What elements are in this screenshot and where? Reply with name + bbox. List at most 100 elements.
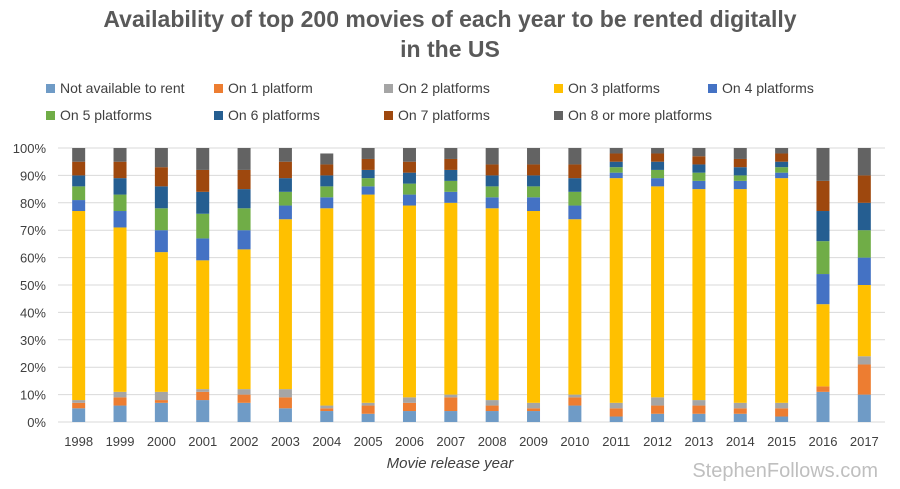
y-tick-label: 0% (27, 415, 46, 430)
legend-label: On 1 platform (228, 80, 313, 96)
x-tick-label: 2010 (560, 434, 589, 449)
legend-swatch (214, 110, 223, 120)
bar-segment (651, 413, 665, 422)
x-tick-label: 2006 (395, 434, 424, 449)
bar-segment (278, 408, 292, 422)
bar-segment (816, 241, 830, 275)
bar-segment (320, 405, 334, 409)
bar-segment (775, 167, 789, 173)
bar-segment (527, 411, 541, 422)
watermark: StephenFollows.com (692, 460, 878, 482)
bar-segment (568, 178, 582, 192)
bar-segment (485, 186, 499, 198)
bar-segment (196, 389, 210, 392)
legend-label: Not available to rent (60, 80, 185, 96)
bar-segment (402, 172, 416, 184)
bar-segment (278, 397, 292, 409)
bar-segment (72, 148, 86, 162)
x-tick-label: 2003 (271, 434, 300, 449)
bar-segment (568, 205, 582, 220)
bar-segment (485, 400, 499, 406)
bar-segment (154, 230, 168, 253)
bar-segment (775, 416, 789, 422)
x-tick-label: 2004 (312, 434, 341, 449)
bar-segment (775, 402, 789, 409)
x-tick-label: 2009 (519, 434, 548, 449)
bar-segment (154, 186, 168, 209)
bar-segment (154, 148, 168, 168)
bar-segment (113, 148, 127, 162)
bar-segment (196, 148, 210, 170)
bar-segment (237, 208, 251, 231)
bar-segment (154, 167, 168, 187)
bar-segment (278, 389, 292, 398)
bar-segment (733, 189, 747, 403)
bar-segment (568, 191, 582, 206)
bar-segment (692, 400, 706, 406)
legend-label: On 2 platforms (398, 80, 490, 96)
x-tick-label: 2017 (850, 434, 879, 449)
bar-segment (237, 402, 251, 422)
bar-segment (609, 148, 623, 154)
bar-segment (402, 148, 416, 162)
bar-segment (402, 411, 416, 422)
bar-segment (527, 148, 541, 165)
bar-segment (527, 211, 541, 403)
legend-item: Not available to rent (46, 80, 185, 96)
bar-segment (733, 148, 747, 159)
y-tick-label: 80% (20, 196, 46, 211)
bar-segment (361, 148, 375, 159)
bar-segment (402, 205, 416, 398)
bar-segment (485, 197, 499, 209)
legend-item: On 6 platforms (214, 107, 320, 123)
bar-segment (568, 219, 582, 395)
bar-segment (113, 211, 127, 228)
bar-segment (237, 169, 251, 190)
legend-label: On 5 platforms (60, 107, 152, 123)
bar-segment (113, 161, 127, 179)
bar-segment (485, 164, 499, 176)
bar-segment (402, 183, 416, 195)
bar-segment (361, 178, 375, 187)
legend-swatch (708, 83, 717, 93)
bar-segment (527, 402, 541, 409)
bar-segment (651, 148, 665, 154)
legend-swatch (46, 83, 55, 93)
bar-segment (237, 230, 251, 250)
bar-segment (113, 405, 127, 422)
bar-segment (320, 164, 334, 176)
bar-segment (857, 202, 871, 231)
bar-segment (733, 180, 747, 190)
bar-segment (733, 167, 747, 176)
legend-item: On 7 platforms (384, 107, 490, 123)
bar-segment (196, 238, 210, 261)
bar-segment (733, 413, 747, 422)
bar-segment (857, 148, 871, 176)
bar-segment (527, 164, 541, 176)
x-axis-label: Movie release year (386, 455, 514, 472)
bar-segment (154, 400, 168, 403)
bar-segment (361, 169, 375, 179)
bar-segment (857, 364, 871, 395)
bar-segment (775, 161, 789, 168)
bar-segment (320, 197, 334, 209)
bar-segment (72, 402, 86, 409)
bar-segment (72, 200, 86, 212)
bar-segment (444, 169, 458, 181)
x-tick-label: 2011 (602, 434, 630, 449)
bar-segment (609, 161, 623, 168)
y-tick-label: 50% (20, 278, 46, 293)
bar-segment (609, 416, 623, 422)
bar-segment (857, 394, 871, 422)
bar-segment (113, 227, 127, 392)
bar-segment (692, 172, 706, 181)
bar-segment (651, 186, 665, 398)
bar-segment (692, 164, 706, 173)
bar-segment (609, 153, 623, 162)
bar-segment (154, 252, 168, 392)
bar-segment (857, 257, 871, 285)
bar-segment (154, 402, 168, 422)
bar-segment (733, 175, 747, 181)
bar-segment (527, 197, 541, 212)
